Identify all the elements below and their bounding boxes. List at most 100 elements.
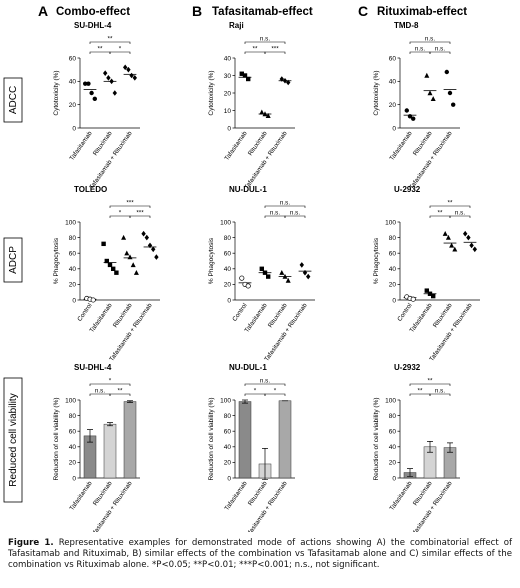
significance-bracket	[429, 393, 451, 396]
y-tick-label: 60	[69, 55, 77, 62]
data-point	[154, 254, 159, 260]
significance-bracket	[89, 41, 131, 44]
significance-bracket	[264, 393, 286, 396]
y-tick-label: 40	[224, 444, 232, 451]
data-point	[104, 258, 109, 264]
x-tick-label: Rituximab	[112, 302, 134, 329]
bar	[103, 423, 117, 479]
significance-bracket	[264, 51, 286, 54]
significance-label: n.s.	[455, 210, 465, 217]
data-point	[452, 246, 458, 252]
data-point	[302, 269, 308, 276]
x-tick-label: Tafasitamab	[223, 130, 248, 162]
x-tick-label: Rituximab	[412, 130, 434, 157]
error-bar	[407, 468, 413, 477]
y-tick-label: 0	[392, 297, 396, 304]
y-axis-label: % Phagocytosis	[53, 237, 60, 284]
chart-title: NU-DUL-1	[229, 363, 267, 372]
y-axis-label: Reduction of cell viability (%)	[373, 397, 380, 480]
x-tick-label: Tafasitamab	[223, 480, 248, 512]
data-point	[144, 234, 149, 241]
panel-title: Rituximab-effect	[377, 6, 467, 18]
bar	[238, 401, 252, 479]
significance-label: n.s.	[260, 36, 270, 43]
chart-title: TMD-8	[394, 21, 419, 30]
x-tick-label: Control	[396, 302, 413, 323]
y-tick-label: 60	[69, 429, 77, 436]
x-tick-label: Rituximab	[412, 480, 434, 507]
data-point	[147, 242, 153, 249]
significance-label: n.s.	[290, 210, 300, 217]
y-tick-label: 20	[224, 282, 232, 289]
panel-letter: A	[38, 3, 48, 19]
significance-label: n.s.	[270, 210, 280, 217]
y-tick-label: 20	[69, 102, 77, 109]
data-point	[427, 90, 433, 96]
significance-bracket	[284, 215, 306, 218]
data-point	[262, 270, 268, 275]
y-tick-label: 100	[385, 219, 396, 226]
data-point	[111, 266, 116, 271]
data-point	[129, 72, 134, 79]
data-point	[86, 81, 91, 86]
significance-label: **	[418, 388, 423, 395]
x-tick-label: Tafasitamab + Rituximab	[108, 302, 154, 363]
y-tick-label: 10	[224, 108, 232, 115]
data-point	[286, 79, 291, 86]
y-tick-label: 20	[224, 90, 232, 97]
data-point	[151, 246, 156, 253]
significance-label: n.s.	[260, 378, 270, 385]
y-tick-label: 60	[389, 251, 397, 258]
data-point	[92, 96, 98, 102]
x-tick-label: Rituximab	[247, 130, 269, 157]
data-point	[472, 246, 477, 253]
significance-label: **	[428, 378, 433, 385]
row-label-box	[3, 77, 23, 123]
y-tick-label: 60	[69, 251, 77, 258]
data-point	[282, 77, 288, 84]
significance-bracket	[129, 215, 151, 218]
y-tick-label: 80	[69, 235, 77, 242]
data-point	[410, 296, 416, 302]
data-point	[451, 102, 456, 107]
x-tick-label: Rituximab	[92, 480, 114, 507]
y-tick-label: 0	[227, 125, 231, 132]
y-tick-label: 40	[69, 266, 77, 273]
significance-label: ***	[126, 200, 134, 207]
y-tick-label: 20	[389, 102, 397, 109]
x-tick-label: Tafasitamab	[68, 130, 93, 162]
data-point	[107, 262, 113, 268]
data-point	[130, 262, 136, 268]
y-tick-label: 40	[224, 55, 232, 62]
row-label-box	[3, 237, 23, 283]
significance-label: n.s.	[415, 46, 425, 53]
data-point	[404, 108, 409, 113]
significance-label: ***	[271, 46, 279, 53]
chart-title: U-2932	[394, 185, 421, 194]
data-point	[463, 230, 468, 237]
y-tick-label: 60	[224, 251, 232, 258]
x-tick-label: Control	[231, 302, 248, 323]
significance-label: **	[108, 36, 113, 43]
data-point	[124, 250, 130, 256]
x-tick-label: Tafasitamab + Rituximab	[88, 130, 134, 191]
x-tick-label: Tafasitamab + Rituximab	[243, 130, 289, 191]
data-point	[83, 81, 88, 86]
data-point	[109, 78, 114, 85]
data-point	[262, 111, 268, 117]
y-tick-label: 20	[69, 460, 77, 467]
significance-label: **	[253, 46, 258, 53]
data-point	[259, 266, 264, 271]
x-tick-label: Tafasitamab + Rituximab	[428, 302, 474, 363]
row-label: Reduced cell viability	[8, 393, 19, 486]
data-point	[282, 273, 288, 279]
data-point	[126, 66, 131, 73]
y-tick-label: 0	[227, 475, 231, 482]
chart-title: NU-DUL-1	[229, 185, 267, 194]
error-bar	[447, 442, 453, 453]
data-point	[447, 90, 453, 96]
data-point	[279, 76, 284, 82]
significance-bracket	[409, 41, 451, 44]
chart-title: SU-DHL-4	[74, 363, 112, 372]
